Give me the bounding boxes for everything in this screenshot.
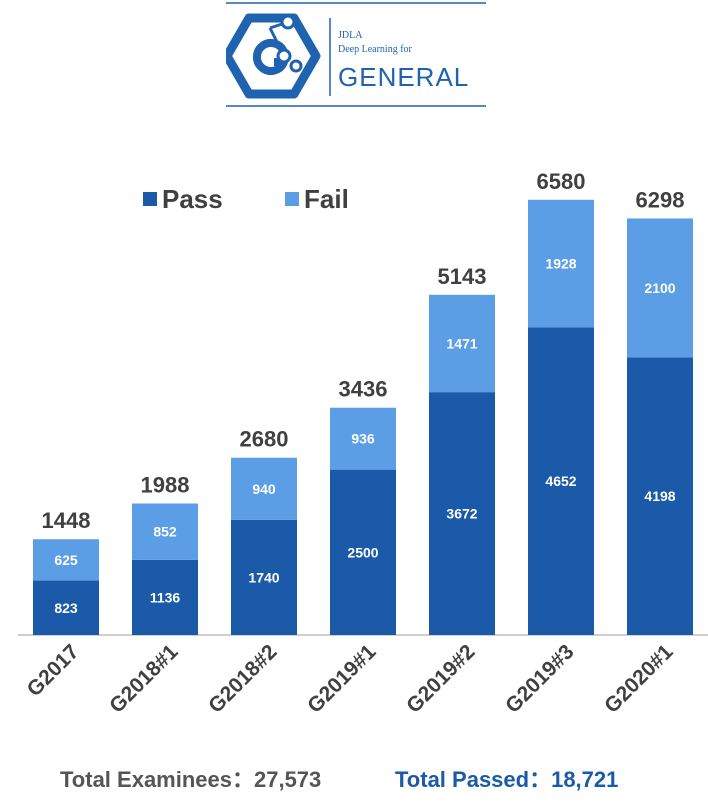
fail-bar bbox=[330, 407, 396, 470]
fail-bar bbox=[429, 294, 495, 393]
x-tick-label: G2019#3 bbox=[501, 640, 578, 717]
pass-value-label: 823 bbox=[54, 600, 78, 616]
fail-value-label: 1471 bbox=[446, 335, 477, 351]
pass-bar bbox=[33, 580, 99, 635]
total-examinees-text: Total Examinees：27,573 bbox=[60, 767, 322, 792]
total-passed-text: Total Passed：18,721 bbox=[395, 767, 619, 792]
fail-value-label: 2100 bbox=[644, 280, 675, 296]
fail-value-label: 1928 bbox=[545, 256, 576, 272]
pass-bar bbox=[627, 357, 693, 635]
x-tick-label: G2017 bbox=[23, 640, 84, 701]
pass-bar bbox=[330, 469, 396, 635]
pass-bar bbox=[231, 519, 297, 635]
jdla-logo: JDLA Deep Learning for GENERAL bbox=[226, 2, 486, 107]
pass-value-label: 1136 bbox=[150, 589, 181, 605]
fail-bar bbox=[231, 457, 297, 520]
fail-value-label: 625 bbox=[54, 552, 78, 568]
fail-bar bbox=[132, 503, 198, 560]
logo-line3: GENERAL bbox=[338, 62, 469, 92]
total-value-label: 5143 bbox=[438, 264, 487, 289]
legend-pass-swatch bbox=[143, 192, 157, 206]
pass-value-label: 2500 bbox=[347, 544, 378, 560]
hexagon-g-icon bbox=[226, 13, 321, 99]
fail-value-label: 940 bbox=[252, 481, 276, 497]
total-value-label: 6580 bbox=[537, 169, 586, 194]
fail-bar bbox=[33, 539, 99, 581]
fail-value-label: 852 bbox=[153, 524, 177, 540]
x-tick-label: G2018#2 bbox=[204, 640, 281, 717]
legend-pass-label: Pass bbox=[162, 184, 223, 214]
x-tick-label: G2020#1 bbox=[600, 640, 678, 718]
logo-line2: Deep Learning for bbox=[338, 44, 413, 55]
total-value-label: 3436 bbox=[339, 377, 388, 402]
total-value-label: 2680 bbox=[240, 427, 289, 452]
x-tick-label: G2019#1 bbox=[303, 640, 381, 718]
pass-value-label: 3672 bbox=[446, 506, 477, 522]
total-value-label: 6298 bbox=[636, 187, 685, 212]
fail-bar bbox=[627, 218, 693, 358]
pass-value-label: 4652 bbox=[545, 473, 576, 489]
pass-bar bbox=[429, 392, 495, 635]
legend-fail-swatch bbox=[285, 192, 299, 206]
x-tick-label: G2019#2 bbox=[402, 640, 479, 717]
fail-bar bbox=[528, 199, 594, 328]
total-value-label: 1448 bbox=[42, 508, 91, 533]
logo-line1: JDLA bbox=[338, 30, 363, 41]
pass-bar bbox=[528, 327, 594, 635]
total-value-label: 1988 bbox=[141, 473, 190, 498]
x-tick-label: G2018#1 bbox=[105, 640, 183, 718]
pass-value-label: 1740 bbox=[248, 569, 279, 585]
fail-value-label: 936 bbox=[351, 431, 375, 447]
pass-bar bbox=[132, 559, 198, 635]
legend-fail-label: Fail bbox=[304, 184, 349, 214]
pass-value-label: 4198 bbox=[644, 488, 675, 504]
